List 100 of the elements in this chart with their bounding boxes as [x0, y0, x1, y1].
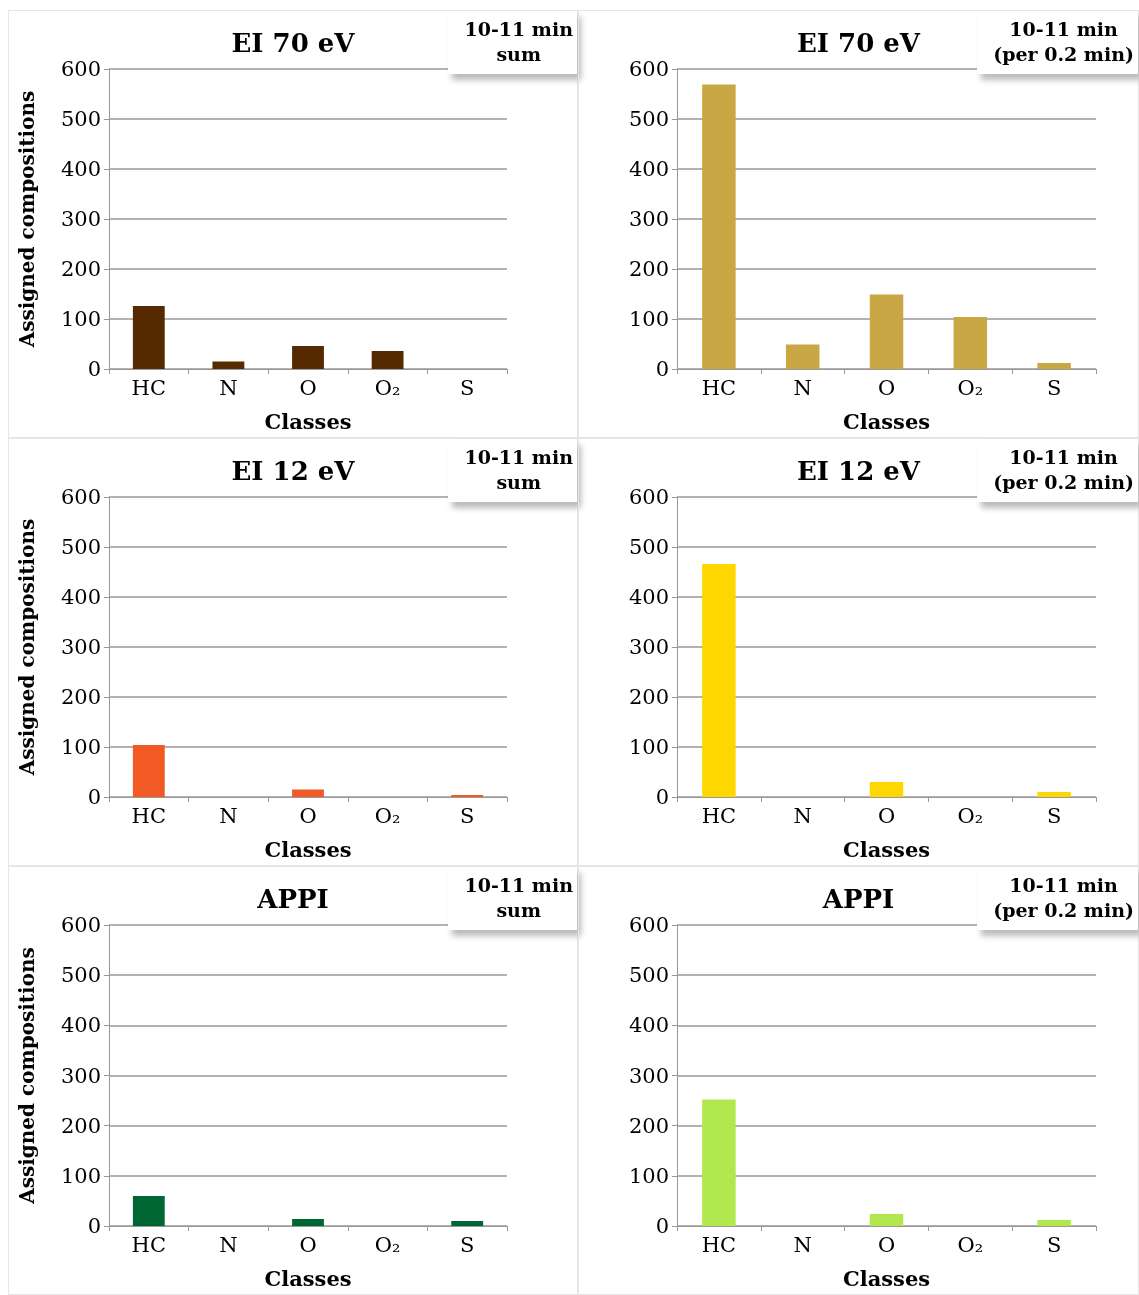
y-tick-label: 500: [60, 535, 101, 559]
y-tick-label: 400: [628, 1013, 669, 1038]
bar: [292, 1218, 324, 1226]
y-axis-title: Assigned compositions: [15, 518, 39, 777]
x-tick-label: HC: [131, 1232, 166, 1257]
text: 10-11 min sum: [448, 867, 577, 931]
y-tick-label: 600: [60, 57, 101, 81]
x-tick-label: O₂: [374, 1232, 401, 1257]
y-tick-label: 0: [87, 785, 101, 809]
bar: [702, 1099, 736, 1226]
x-tick-label: O: [299, 803, 317, 828]
y-tick-label: 100: [60, 735, 101, 759]
x-tick-label: HC: [701, 375, 737, 400]
bar: [869, 294, 904, 369]
y-tick-label: 600: [60, 485, 101, 509]
bar: [1037, 792, 1071, 797]
y-tick-label: 400: [60, 1013, 101, 1038]
x-axis-title: Classes: [842, 409, 931, 434]
chart-title: APPI: [821, 884, 895, 914]
bar: [785, 344, 820, 369]
y-tick-label: 200: [60, 1113, 101, 1138]
bar: [292, 346, 324, 369]
y-axis-title: Assigned compositions: [15, 90, 39, 349]
y-tick-label: 600: [628, 57, 669, 81]
y-tick-label: 0: [655, 1214, 669, 1238]
x-tick-label: HC: [131, 803, 166, 828]
x-tick-label: HC: [701, 1232, 737, 1257]
x-tick-label: N: [219, 803, 238, 828]
x-tick-label: S: [1046, 803, 1062, 828]
bar: [1037, 363, 1071, 369]
x-tick-label: O: [877, 375, 896, 400]
x-tick-label: N: [793, 803, 812, 828]
y-tick-label: 0: [87, 1214, 101, 1238]
y-tick-label: 300: [60, 1063, 101, 1088]
y-tick-label: 200: [60, 685, 101, 709]
bar: [702, 84, 736, 369]
text: 10-11 min (per 0.2 min): [977, 11, 1138, 75]
x-tick-label: O₂: [374, 375, 401, 400]
bar: [869, 1213, 904, 1226]
x-tick-label: S: [460, 1232, 475, 1257]
y-tick-label: 300: [60, 635, 101, 659]
x-axis-title: Classes: [842, 1266, 931, 1291]
y-tick-label: 200: [628, 257, 669, 281]
y-tick-label: 500: [628, 535, 669, 559]
text: 10-11 min sum: [448, 439, 577, 503]
bar: [132, 745, 165, 797]
x-tick-label: S: [460, 375, 475, 400]
x-tick-label: N: [219, 1232, 238, 1257]
x-tick-label: S: [1046, 375, 1062, 400]
y-tick-label: 400: [60, 157, 101, 181]
y-tick-label: 100: [628, 307, 669, 331]
x-tick-label: O₂: [957, 375, 984, 400]
bar: [1037, 1219, 1071, 1226]
bar: [451, 1220, 484, 1226]
y-tick-label: 600: [628, 913, 669, 937]
x-tick-label: S: [460, 803, 475, 828]
bar: [953, 317, 988, 369]
y-tick-label: 200: [628, 685, 669, 709]
y-tick-label: 400: [628, 585, 669, 609]
x-tick-label: O₂: [957, 1232, 984, 1257]
chart-title: EI 70 eV: [797, 28, 921, 58]
y-axis-title: Assigned compositions: [15, 947, 39, 1205]
x-axis-title: Classes: [264, 837, 352, 862]
y-tick-label: 600: [60, 913, 101, 937]
x-tick-label: HC: [701, 803, 737, 828]
x-axis-title: Classes: [264, 1266, 352, 1291]
chart-title: APPI: [256, 884, 329, 914]
bar: [869, 782, 904, 797]
y-tick-label: 300: [628, 207, 669, 231]
y-tick-label: 400: [628, 157, 669, 181]
y-tick-label: 500: [628, 963, 669, 988]
x-tick-label: N: [793, 1232, 812, 1257]
y-tick-label: 500: [628, 107, 669, 131]
text: 10-11 min (per 0.2 min): [977, 867, 1138, 931]
x-tick-label: N: [219, 375, 238, 400]
chart-title: EI 12 eV: [797, 456, 921, 486]
x-tick-label: HC: [131, 375, 166, 400]
bar: [371, 351, 404, 369]
y-tick-label: 500: [60, 107, 101, 131]
chart-title: EI 70 eV: [231, 28, 356, 58]
y-tick-label: 200: [628, 1113, 669, 1138]
chart-title: EI 12 eV: [231, 456, 356, 486]
text: 10-11 min sum: [448, 11, 577, 75]
x-tick-label: O: [877, 803, 896, 828]
bar: [132, 306, 165, 369]
x-tick-label: O: [299, 1232, 317, 1257]
bar: [132, 1195, 165, 1226]
x-tick-label: O: [299, 375, 317, 400]
y-tick-label: 0: [655, 357, 669, 381]
bar: [292, 789, 324, 797]
y-tick-label: 100: [628, 735, 669, 759]
x-axis-title: Classes: [264, 409, 352, 434]
y-tick-label: 400: [60, 585, 101, 609]
y-tick-label: 100: [628, 1163, 669, 1188]
y-tick-label: 200: [60, 257, 101, 281]
y-tick-label: 100: [60, 1163, 101, 1188]
y-tick-label: 300: [628, 1063, 669, 1088]
y-tick-label: 500: [60, 963, 101, 988]
y-tick-label: 300: [60, 207, 101, 231]
y-tick-label: 0: [655, 785, 669, 809]
